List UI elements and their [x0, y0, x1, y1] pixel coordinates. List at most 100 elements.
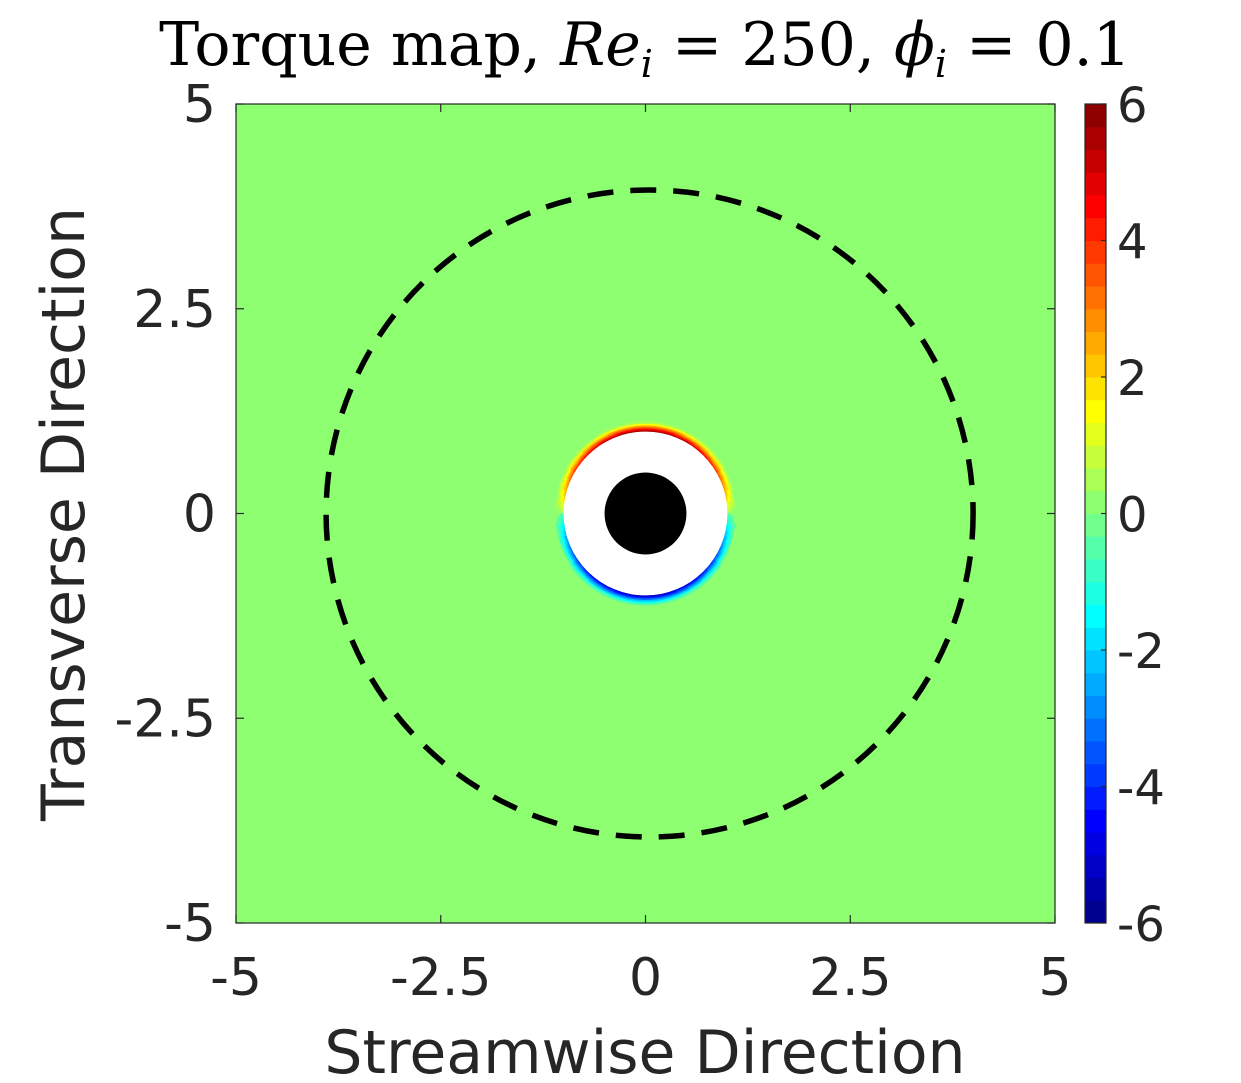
colorbar-level [1085, 377, 1106, 401]
colorbar-level [1085, 832, 1106, 856]
colorbar-level [1085, 195, 1106, 219]
colorbar-level [1085, 490, 1106, 514]
torque-field [323, 187, 976, 840]
y-tick-label: 5 [183, 75, 216, 135]
colorbar-level [1085, 331, 1106, 355]
torque-cell [651, 421, 656, 425]
colorbar-level [1085, 718, 1106, 742]
colorbar-tick-label: -2 [1117, 624, 1165, 680]
torque-cell [560, 513, 563, 517]
colorbar-level [1085, 468, 1106, 492]
colorbar-level [1085, 900, 1106, 924]
colorbar-tick-label: -4 [1117, 761, 1165, 817]
torque-cell [651, 602, 656, 606]
torque-cell [645, 603, 650, 606]
torque-cell [635, 421, 640, 425]
torque-cell [641, 603, 646, 606]
title-phi-symbol: ϕ [894, 10, 935, 80]
torque-cell [638, 603, 643, 606]
colorbar-level [1085, 513, 1106, 537]
torque-cell [556, 519, 560, 524]
title-re-subscript: i [641, 42, 653, 86]
colorbar-level [1085, 240, 1106, 264]
torque-cell [638, 421, 643, 424]
x-tick-label: -5 [210, 948, 262, 1008]
y-tick-label: -5 [164, 894, 216, 954]
dashed-circle [323, 187, 976, 840]
colorbar: 6 4 2 0 -2 -4 -6 [1084, 78, 1165, 953]
colorbar-level [1085, 877, 1106, 901]
torque-cell [648, 603, 653, 606]
x-tick-label: 5 [1038, 948, 1071, 1008]
colorbar-level [1085, 149, 1106, 173]
torque-cell [556, 507, 560, 511]
torque-cell [731, 507, 735, 511]
torque-cell [555, 500, 559, 505]
colorbar-level [1085, 763, 1106, 787]
colorbar-level [1085, 172, 1106, 196]
colorbar-level [1085, 126, 1106, 150]
colorbar-level [1085, 672, 1106, 696]
title-prefix: Torque map, [159, 10, 560, 80]
y-tick-labels: -5 -2.5 0 2.5 5 [115, 75, 216, 954]
torque-cell [555, 503, 558, 508]
colorbar-level [1085, 581, 1106, 605]
torque-cell [728, 513, 731, 517]
torque-cell [629, 601, 634, 605]
torque-cell [654, 421, 659, 425]
x-tick-label: 0 [629, 948, 662, 1008]
colorbar-level [1085, 286, 1106, 310]
plot-ticks [235, 103, 1056, 924]
torque-cell [632, 602, 637, 606]
colorbar-level [1085, 422, 1106, 446]
title-re-symbol: Re [559, 10, 641, 80]
torque-cell [731, 519, 735, 524]
torque-cell [732, 522, 736, 527]
torque-cell [560, 510, 563, 514]
title-phi-subscript: i [935, 42, 947, 86]
torque-cell [635, 602, 640, 606]
torque-cell [648, 421, 653, 424]
colorbar-level [1085, 536, 1106, 560]
colorbar-tick-label: 4 [1117, 215, 1148, 271]
colorbar-level [1085, 445, 1106, 469]
colorbar-level [1085, 217, 1106, 241]
chart-title: Torque map, Rei = 250, ϕi = 0.1 [159, 10, 1131, 86]
torque-cell [732, 525, 736, 530]
torque-cell [645, 421, 650, 424]
torque-cell [632, 421, 637, 425]
y-tick-label: -2.5 [115, 689, 216, 749]
title-phi-value: = 0.1 [947, 10, 1131, 80]
x-tick-label: -2.5 [390, 948, 491, 1008]
particle [604, 472, 687, 555]
colorbar-level [1085, 650, 1106, 674]
torque-cell [556, 516, 560, 520]
colorbar-level [1085, 399, 1106, 423]
torque-cell [555, 497, 559, 502]
colorbar-level [1085, 854, 1106, 878]
colorbar-level [1085, 559, 1106, 583]
colorbar-level [1085, 627, 1106, 651]
y-axis-label: Transverse Direction [29, 207, 99, 822]
torque-cell [728, 510, 731, 514]
colorbar-tick-label: 2 [1117, 351, 1148, 407]
colorbar-level [1085, 354, 1106, 378]
colorbar-level [1085, 263, 1106, 287]
torque-cell [733, 503, 736, 508]
x-tick-labels: -5 -2.5 0 2.5 5 [210, 948, 1071, 1008]
colorbar-level [1085, 695, 1106, 719]
colorbar-tick-label: 0 [1117, 488, 1148, 544]
torque-cell [657, 422, 662, 426]
y-tick-label: 0 [183, 485, 216, 545]
x-axis-label: Streamwise Direction [324, 1018, 965, 1083]
colorbar-level [1085, 741, 1106, 765]
torque-cell [654, 602, 659, 606]
torque-cell [717, 563, 722, 568]
colorbar-level [1085, 104, 1106, 128]
colorbar-level [1085, 604, 1106, 628]
torque-cell [732, 500, 736, 505]
colorbar-level [1085, 786, 1106, 810]
torque-cell [641, 421, 646, 424]
torque-cell [731, 516, 735, 520]
